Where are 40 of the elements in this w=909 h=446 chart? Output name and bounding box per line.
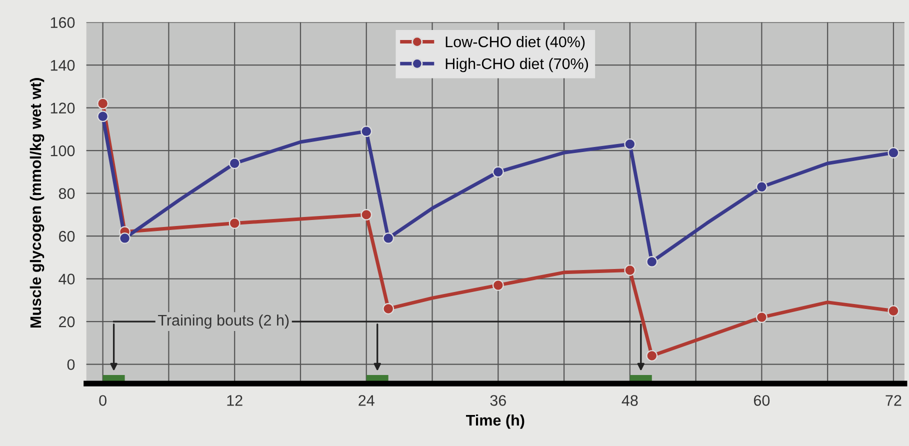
- point: [119, 232, 130, 244]
- x-tick-label: 0: [99, 395, 106, 406]
- point: [624, 138, 636, 150]
- y-tick-label: 140: [50, 60, 75, 71]
- point: [228, 218, 240, 229]
- point: [382, 232, 394, 244]
- point: [492, 280, 504, 291]
- point: [382, 303, 394, 314]
- x-tick-label: 48: [622, 395, 638, 406]
- point: [360, 126, 372, 138]
- point: [646, 350, 658, 362]
- point: [756, 181, 768, 193]
- x-tick-label: 72: [886, 395, 902, 406]
- point: [228, 158, 240, 170]
- annotation: Training bouts (2 h): [158, 314, 289, 329]
- y-tick-label: 80: [58, 188, 75, 199]
- point: [888, 146, 900, 158]
- x-tick-label: 24: [358, 395, 374, 406]
- legend-label: Low-CHO diet (40%): [446, 36, 585, 50]
- x-axis-title: Time (h): [466, 414, 524, 429]
- legend-label: High-CHO diet (70%): [446, 58, 588, 72]
- y-tick-label: 0: [67, 359, 75, 370]
- point: [624, 264, 636, 276]
- point: [756, 312, 768, 323]
- y-axis-title: Muscle glycogen (mmol/kg wet wt): [30, 78, 44, 328]
- point: [97, 98, 109, 110]
- x-tick-label: 12: [227, 395, 242, 406]
- y-tick-label: 100: [50, 145, 75, 156]
- point: [360, 208, 372, 220]
- y-tick-label: 20: [59, 316, 75, 328]
- x-tick-label: 60: [754, 395, 770, 406]
- point: [646, 256, 658, 268]
- y-tick-label: 120: [50, 102, 75, 114]
- x-tick-label: 36: [490, 395, 506, 406]
- point: [888, 305, 900, 317]
- y-tick-label: 60: [59, 230, 75, 242]
- point: [97, 110, 109, 122]
- point: [492, 166, 504, 178]
- y-tick-label: 40: [58, 274, 75, 284]
- y-tick-label: 160: [50, 17, 75, 28]
